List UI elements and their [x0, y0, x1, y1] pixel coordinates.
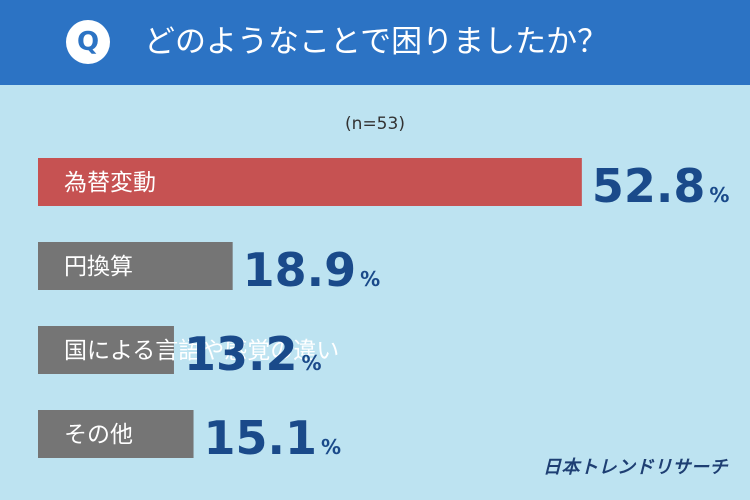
bar-1 [38, 158, 582, 206]
header-bar: Q どのようなことで困りましたか？ [0, 0, 750, 85]
value-label-4: 15.1% [204, 411, 342, 465]
bar-label-4: その他 [64, 422, 133, 448]
bar-4 [38, 410, 194, 458]
question-badge: Q [66, 20, 110, 64]
question-title: どのようなことで困りましたか？ [144, 24, 609, 60]
bar-label-2: 円換算 [64, 254, 133, 280]
sample-size-label: (n=53) [345, 114, 405, 134]
brand-logo: 日本トレンドリサーチ [543, 457, 728, 478]
bar-label-1: 為替変動 [64, 170, 156, 196]
value-label-3: 13.2% [184, 327, 322, 381]
bar-label-3: 国による言語や感覚の違い [64, 338, 339, 364]
bar-2 [38, 242, 233, 290]
value-label-1: 52.8% [592, 159, 730, 213]
bar-3 [38, 326, 174, 374]
value-label-2: 18.9% [243, 243, 381, 297]
